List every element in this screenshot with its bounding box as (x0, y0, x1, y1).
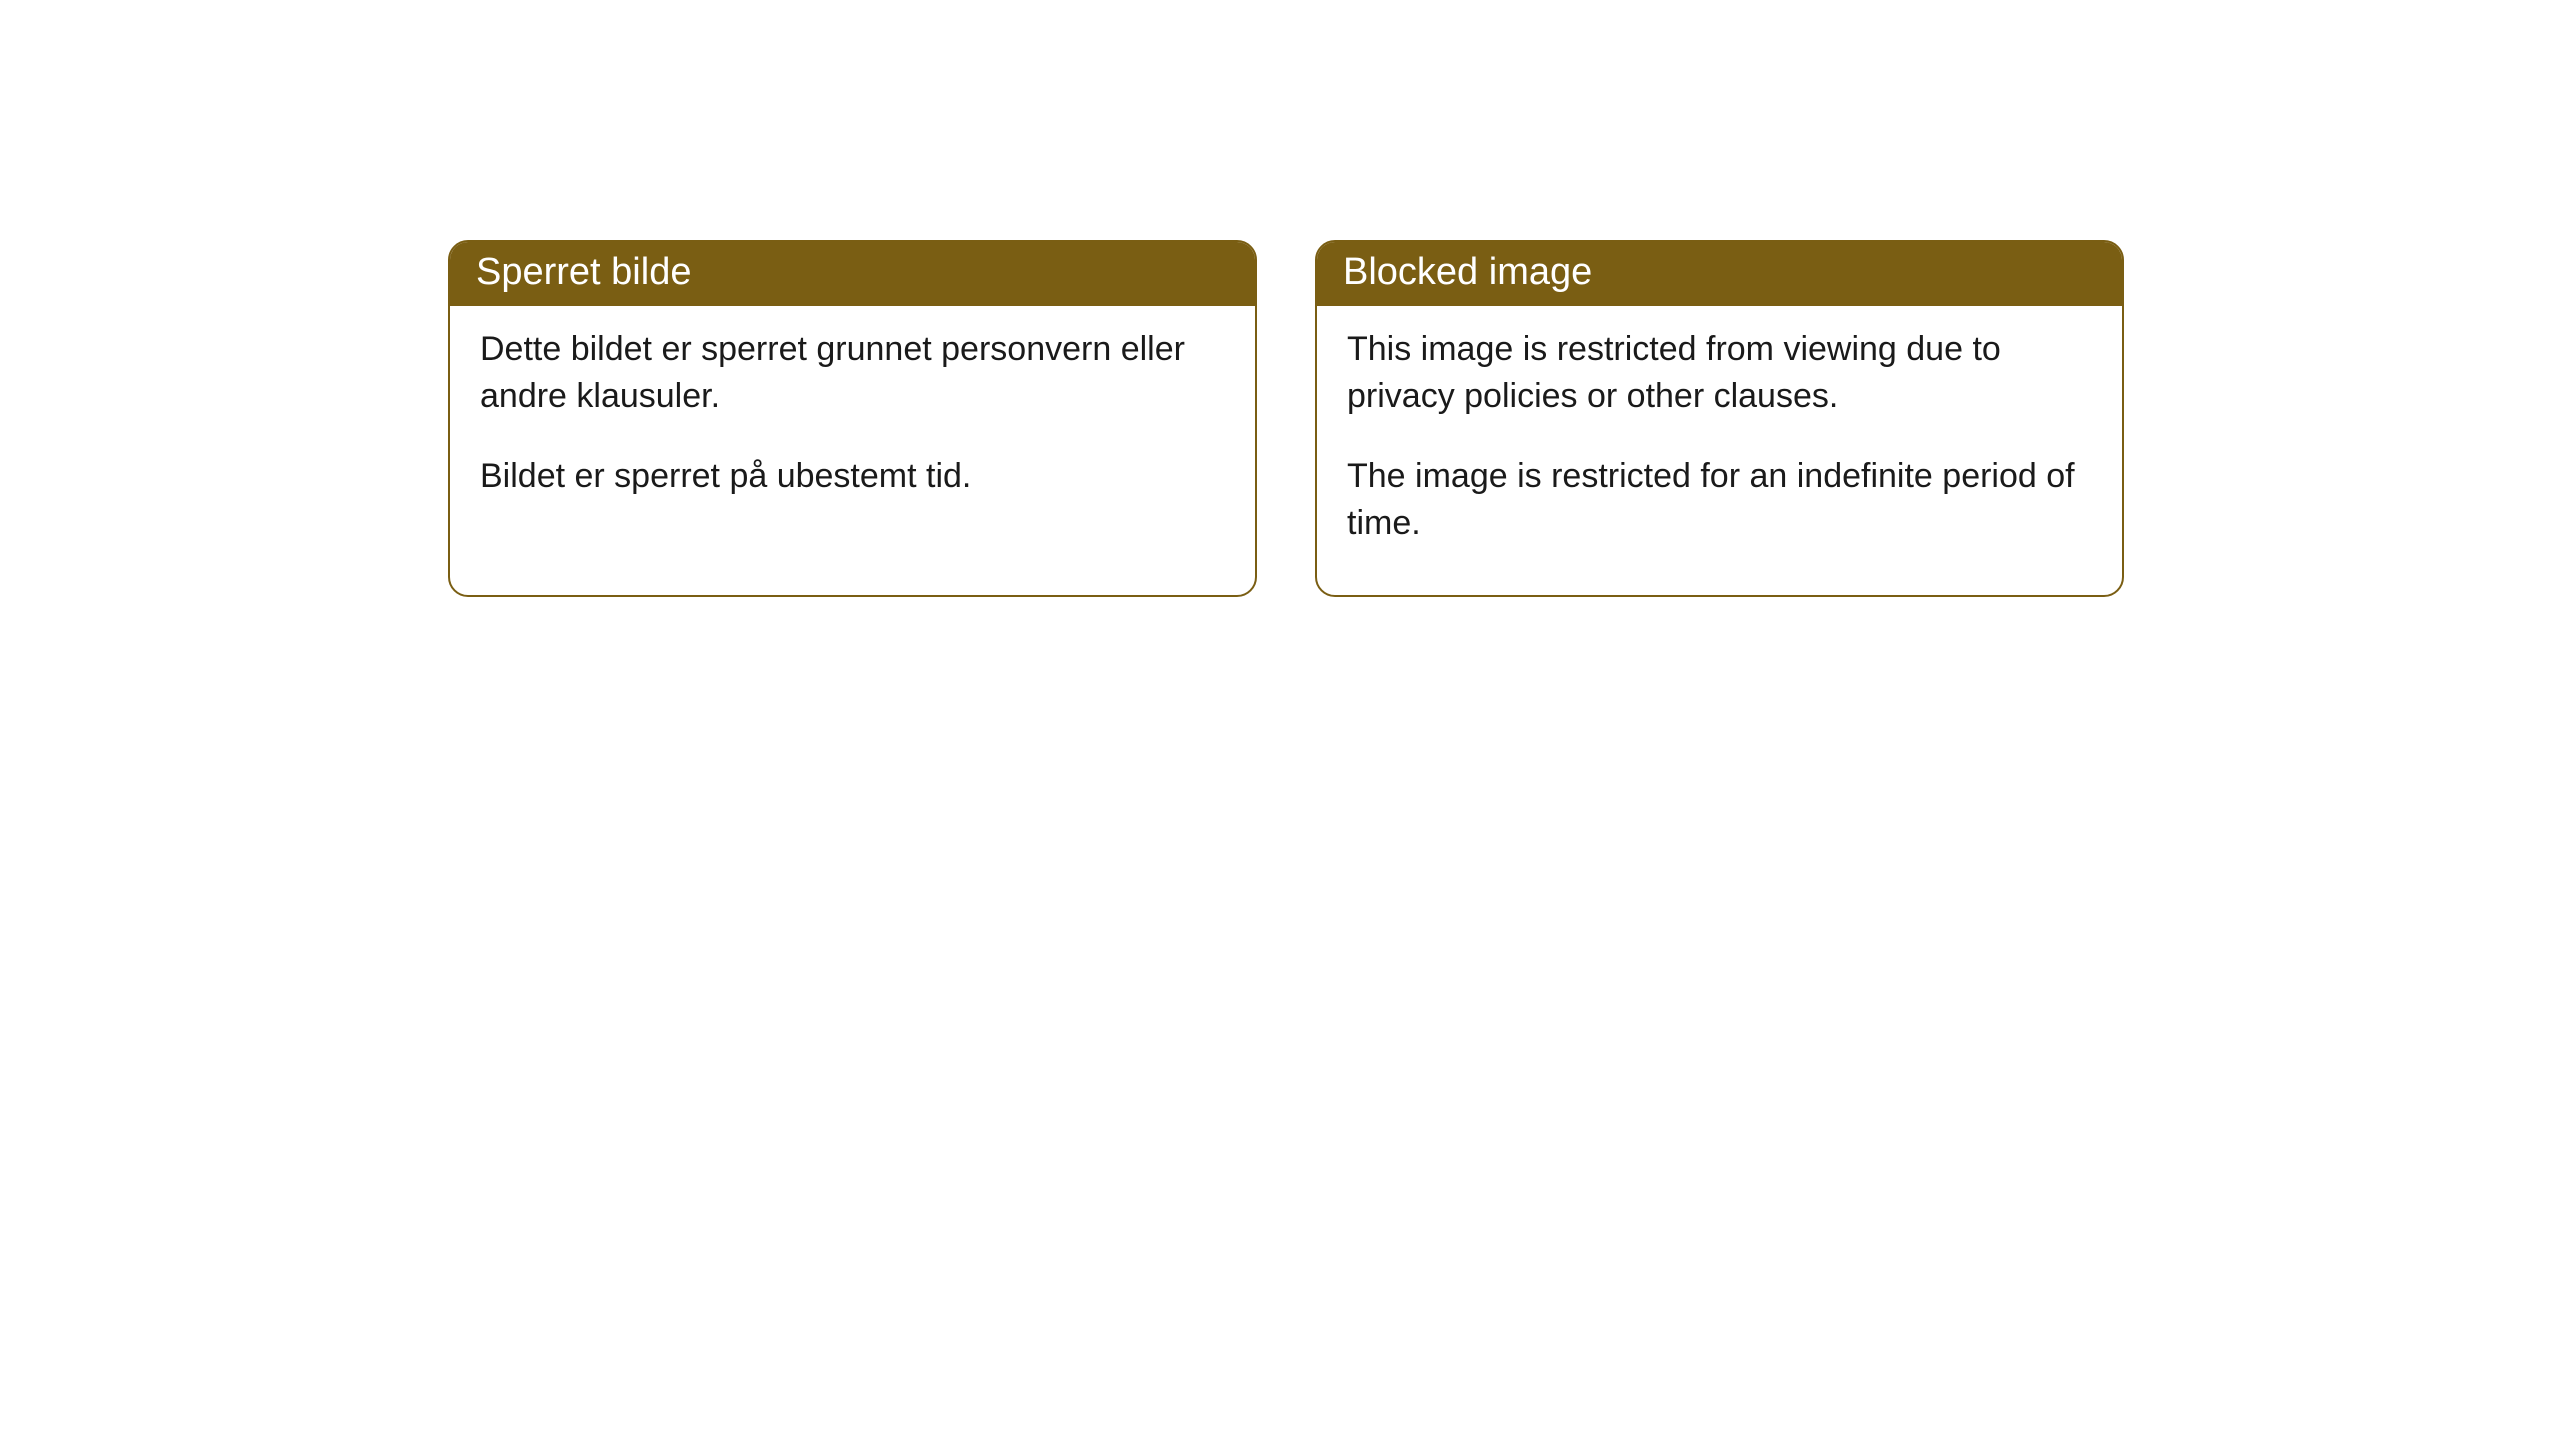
notice-header: Blocked image (1317, 242, 2122, 306)
notice-header: Sperret bilde (450, 242, 1255, 306)
notice-body: This image is restricted from viewing du… (1317, 306, 2122, 596)
notice-card-english: Blocked image This image is restricted f… (1315, 240, 2124, 597)
notice-paragraph: This image is restricted from viewing du… (1347, 326, 2092, 420)
notice-card-norwegian: Sperret bilde Dette bildet er sperret gr… (448, 240, 1257, 597)
notice-paragraph: The image is restricted for an indefinit… (1347, 453, 2092, 547)
notice-container: Sperret bilde Dette bildet er sperret gr… (448, 240, 2124, 597)
notice-paragraph: Dette bildet er sperret grunnet personve… (480, 326, 1225, 420)
notice-paragraph: Bildet er sperret på ubestemt tid. (480, 453, 1225, 500)
notice-body: Dette bildet er sperret grunnet personve… (450, 306, 1255, 549)
